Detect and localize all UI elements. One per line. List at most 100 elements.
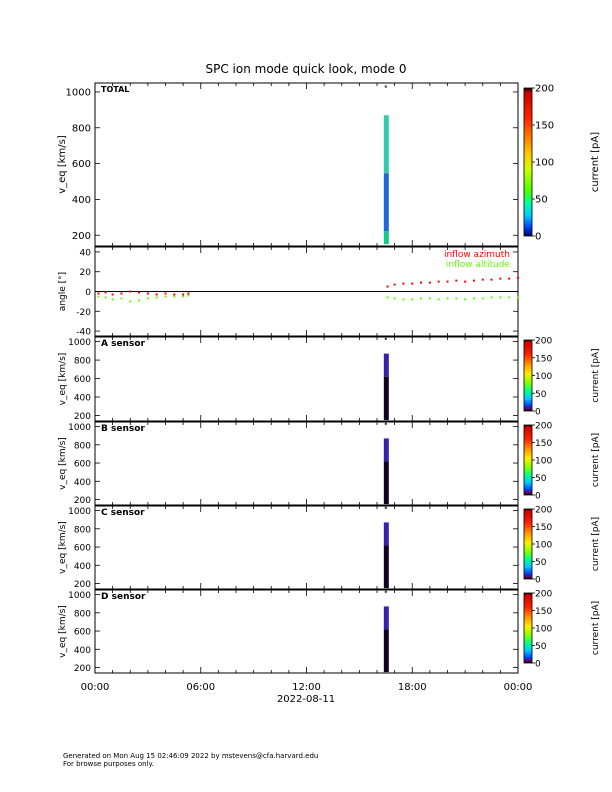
velocity-column-lower [383, 545, 389, 589]
x-date-label: 2022-08-11 [277, 694, 335, 705]
panel-frame-3 [94, 421, 519, 506]
x-tick-label: 12:00 [292, 682, 321, 693]
angle-point-altitude [464, 298, 467, 301]
angle-point-altitude [490, 296, 493, 299]
colorbar-tick-label: 50 [535, 195, 548, 206]
panel-frame-2 [94, 336, 519, 422]
y-tick-label: 400 [74, 394, 91, 404]
velocity-column-lower [383, 173, 389, 232]
y-tick-label: 800 [74, 609, 91, 619]
x-tick-label: 00:00 [81, 682, 110, 693]
colorbar-tick-label: 200 [535, 84, 554, 95]
angle-point-azimuth [402, 282, 405, 285]
velocity-outlier-point [384, 337, 387, 340]
angle-point-azimuth [187, 292, 190, 295]
angle-point-altitude [155, 296, 158, 299]
velocity-outlier-point [384, 506, 387, 509]
velocity-column-upper [383, 353, 389, 377]
colorbar-tick-label: 200 [535, 337, 552, 347]
angle-point-azimuth [164, 292, 167, 295]
colorbar-tick-label: 150 [535, 121, 554, 132]
y-tick-label: 600 [74, 375, 91, 385]
angle-point-altitude [411, 298, 414, 301]
colorbar-tick-label: 0 [535, 576, 541, 586]
colorbar-label: current [pA] [591, 601, 601, 655]
colorbar-tick-label: 100 [535, 457, 552, 467]
angle-point-azimuth [517, 276, 519, 279]
x-tick-label: 06:00 [186, 682, 215, 693]
angle-point-azimuth [155, 293, 158, 296]
angle-point-altitude [111, 298, 114, 301]
y-tick-label: 1000 [68, 338, 91, 348]
y-tick-label: 0 [85, 288, 91, 298]
colorbar-tick-label: 100 [535, 372, 552, 382]
velocity-column-lower [383, 629, 389, 673]
angle-point-azimuth [508, 277, 511, 280]
angle-point-altitude [182, 295, 185, 298]
y-axis-label: v_eq [km/s] [58, 353, 68, 406]
y-tick-label: 800 [74, 357, 91, 367]
angle-point-altitude [420, 297, 423, 300]
angle-point-azimuth [138, 291, 141, 294]
velocity-column-base [383, 231, 389, 245]
y-tick-label: 200 [74, 580, 91, 590]
y-axis-label: angle [°] [58, 272, 68, 311]
velocity-column-lower [383, 376, 389, 421]
colorbar-label: current [pA] [591, 517, 601, 571]
colorbar-tick-label: 100 [535, 625, 552, 635]
colorbar-tick-label: 200 [535, 590, 552, 600]
panel-frame-0 [94, 82, 519, 247]
angle-point-azimuth [490, 278, 493, 281]
colorbar-tick-label: 50 [535, 390, 547, 400]
panel-label: D sensor [101, 592, 146, 602]
angle-point-altitude [164, 295, 167, 298]
y-axis-label: v_eq [km/s] [58, 521, 68, 574]
angle-point-altitude [437, 298, 440, 301]
y-tick-label: 1000 [68, 423, 91, 433]
x-tick-label: 00:00 [504, 682, 533, 693]
angle-point-altitude [517, 296, 519, 299]
angle-point-azimuth [120, 292, 123, 295]
angle-point-altitude [173, 295, 176, 298]
y-tick-label: 1000 [68, 507, 91, 517]
angle-point-azimuth [420, 281, 423, 284]
velocity-column-lower [383, 461, 389, 505]
y-tick-label: 400 [74, 646, 91, 656]
colorbar-tick-label: 0 [535, 408, 541, 418]
angle-point-altitude [455, 297, 458, 300]
footer-generated-line: Generated on Mon Aug 15 02:46:09 2022 by… [63, 752, 319, 760]
colorbar-tick-label: 50 [535, 474, 547, 484]
colorbar-5 [523, 592, 533, 664]
y-tick-label: 20 [80, 268, 92, 278]
angle-point-altitude [187, 294, 190, 297]
angle-point-azimuth [129, 290, 132, 293]
velocity-column-upper [383, 438, 389, 462]
angle-point-altitude [393, 297, 396, 300]
angle-point-azimuth [446, 280, 449, 283]
y-tick-label: 200 [74, 496, 91, 506]
legend-entry-1: inflow altitude [446, 260, 511, 270]
angle-point-azimuth [386, 285, 389, 288]
panel-frame-4 [94, 505, 519, 590]
colorbar-4 [523, 508, 533, 580]
colorbar-0 [523, 87, 533, 237]
angle-point-altitude [120, 297, 123, 300]
angle-point-altitude [97, 295, 100, 298]
y-tick-label: 600 [74, 460, 91, 470]
y-tick-label: 200 [74, 664, 91, 674]
angle-point-azimuth [104, 291, 107, 294]
angle-point-altitude [481, 297, 484, 300]
legend-entry-0: inflow azimuth [444, 250, 510, 260]
y-tick-label: 400 [74, 478, 91, 488]
colorbar-3 [523, 424, 533, 496]
angle-point-altitude [428, 297, 431, 300]
angle-point-altitude [472, 297, 475, 300]
y-tick-label: 200 [74, 412, 91, 422]
y-tick-label: 600 [74, 628, 91, 638]
colorbar-tick-label: 50 [535, 558, 547, 568]
x-tick-label: 18:00 [398, 682, 427, 693]
y-tick-label: 40 [80, 248, 92, 258]
angle-point-azimuth [173, 293, 176, 296]
y-tick-label: 800 [72, 123, 91, 134]
angle-point-azimuth [97, 292, 100, 295]
